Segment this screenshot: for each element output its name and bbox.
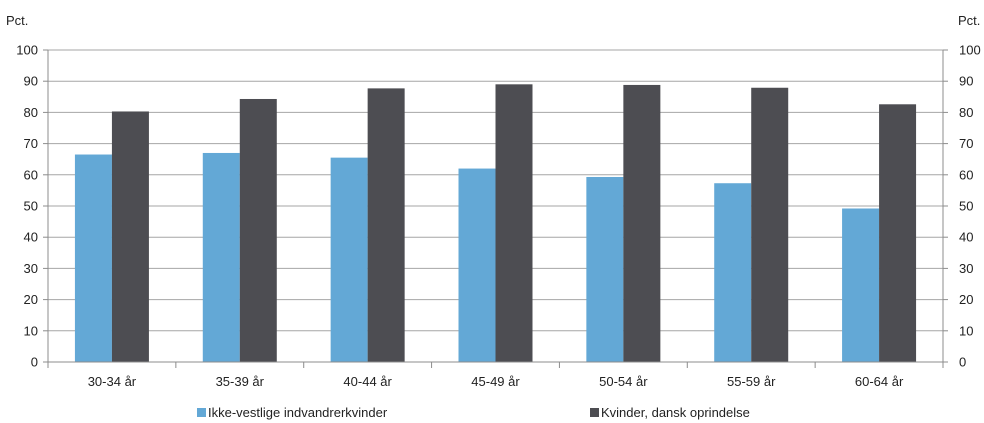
legend-label: Ikke-vestlige indvandrerkvinder [208,405,388,420]
y-tick-label-right: 80 [959,105,973,120]
x-tick-label: 40-44 år [343,374,392,389]
legend-swatch [197,408,206,417]
y-tick-label-left: 10 [24,323,38,338]
y-tick-label-right: 40 [959,230,973,245]
y-tick-label-left: 90 [24,74,38,89]
bar-dansk-oprindelse [879,104,917,363]
y-axis-right-ticks: 0 10 20 30 40 50 60 70 80 90 100 [943,43,981,370]
bars [74,84,917,363]
bar-ikke-vestlige [74,154,112,362]
y-tick-label-right: 20 [959,292,973,307]
legend: Ikke-vestlige indvandrerkvinder Kvinder, … [197,405,750,420]
bar-dansk-oprindelse [623,84,661,362]
x-tick-label: 50-54 år [599,374,648,389]
y-tick-label-right: 90 [959,74,973,89]
bar-dansk-oprindelse [751,87,789,362]
y-tick-label-right: 10 [959,323,973,338]
bar-ikke-vestlige [202,152,240,362]
y-axis-left-unit: Pct. [6,13,28,28]
bar-dansk-oprindelse [367,88,405,362]
y-tick-label-left: 80 [24,105,38,120]
x-tick-label: 30-34 år [88,374,137,389]
x-tick-label: 60-64 år [855,374,904,389]
x-axis-ticks: 30-34 år 35-39 år 40-44 år 45-49 år 50-54 år… [47,362,944,389]
bar-ikke-vestlige [458,168,496,362]
x-tick-label: 35-39 år [216,374,265,389]
y-tick-label-left: 50 [24,199,38,214]
bar-dansk-oprindelse [495,84,533,362]
y-tick-label-right: 0 [959,355,966,370]
y-tick-label-left: 20 [24,292,38,307]
bar-dansk-oprindelse [239,98,277,362]
bar-ikke-vestlige [330,157,368,362]
y-tick-label-left: 60 [24,167,38,182]
y-tick-label-left: 40 [24,230,38,245]
bar-dansk-oprindelse [111,111,149,363]
y-tick-label-right: 60 [959,167,973,182]
y-tick-label-left: 0 [31,355,38,370]
x-tick-label: 55-59 år [727,374,776,389]
y-tick-label-right: 30 [959,261,973,276]
y-tick-label-right: 70 [959,136,973,151]
y-axis-left-ticks: 0 10 20 30 40 50 60 70 80 90 100 [16,43,48,370]
x-tick-label: 45-49 år [471,374,520,389]
legend-label: Kvinder, dansk oprindelse [601,405,750,420]
bar-ikke-vestlige [714,183,752,362]
y-tick-label-left: 100 [16,43,38,58]
y-tick-label-right: 100 [959,43,981,58]
y-tick-label-left: 70 [24,136,38,151]
y-tick-label-right: 50 [959,199,973,214]
bar-ikke-vestlige [842,208,880,362]
y-tick-label-left: 30 [24,261,38,276]
y-axis-right-unit: Pct. [958,13,980,28]
legend-swatch [590,408,599,417]
bar-ikke-vestlige [586,176,624,362]
